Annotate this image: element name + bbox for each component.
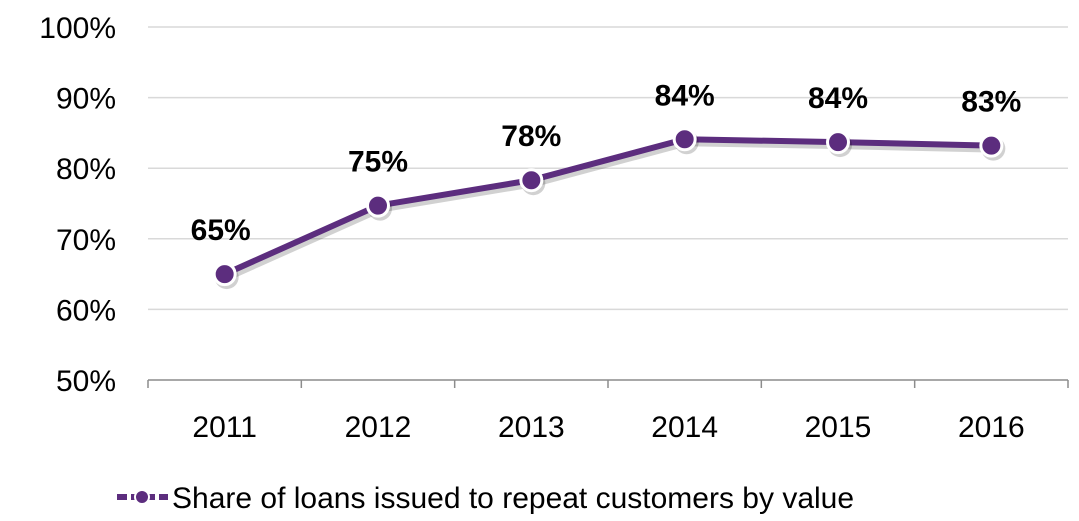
data-label: 65% bbox=[191, 214, 251, 247]
x-tick-label: 2013 bbox=[498, 411, 565, 444]
data-label: 78% bbox=[501, 120, 561, 153]
data-labels: 65% 75% 78% 84% 84% 83% bbox=[191, 79, 1022, 247]
legend-marker bbox=[134, 489, 150, 505]
y-tick-label: 60% bbox=[56, 294, 116, 327]
y-tick-label: 50% bbox=[56, 365, 116, 398]
legend: Share of loans issued to repeat customer… bbox=[117, 482, 854, 515]
data-point bbox=[979, 133, 1004, 158]
x-tick-label: 2014 bbox=[651, 411, 718, 444]
series-line bbox=[223, 136, 992, 277]
x-tick-label: 2011 bbox=[192, 411, 257, 444]
data-label: 83% bbox=[961, 86, 1021, 119]
y-tick-label: 70% bbox=[56, 224, 116, 257]
x-tick-label: 2012 bbox=[345, 411, 412, 444]
series-line-group bbox=[212, 127, 1006, 290]
data-label: 75% bbox=[348, 146, 408, 179]
y-tick-label: 90% bbox=[56, 83, 116, 116]
data-point bbox=[826, 130, 850, 155]
series-line-shadow bbox=[225, 138, 994, 281]
data-point bbox=[212, 262, 237, 287]
data-label: 84% bbox=[808, 82, 868, 115]
y-axis-tick-labels: 50% 60% 70% 80% 90% 100% bbox=[39, 12, 116, 398]
data-point bbox=[366, 193, 390, 218]
data-point bbox=[672, 127, 697, 152]
gridlines bbox=[148, 26, 1068, 311]
data-point bbox=[519, 168, 544, 193]
legend-label: Share of loans issued to repeat customer… bbox=[172, 482, 854, 515]
x-tick-label: 2016 bbox=[958, 411, 1025, 444]
y-tick-label: 80% bbox=[56, 153, 116, 186]
x-tick-label: 2015 bbox=[805, 411, 872, 444]
x-axis bbox=[147, 379, 1069, 388]
y-tick-label: 100% bbox=[39, 12, 116, 45]
x-axis-tick-labels: 2011 2012 2013 2014 2015 2016 bbox=[192, 411, 1024, 444]
data-label: 84% bbox=[655, 79, 715, 112]
